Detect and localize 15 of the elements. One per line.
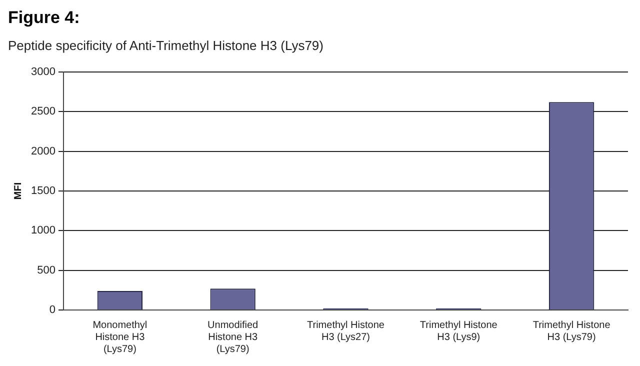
x-tick-label: Monomethyl Histone H3 (Lys79) bbox=[92, 320, 148, 355]
y-tick-label: 500 bbox=[37, 264, 56, 276]
y-tick-label: 2500 bbox=[30, 106, 56, 118]
y-tick-label: 1500 bbox=[30, 185, 56, 198]
y-tick-label: 0 bbox=[49, 304, 56, 316]
x-tick-label: Unmodified Histone H3 (Lys79) bbox=[208, 320, 258, 355]
y-tick-label: 3000 bbox=[30, 66, 56, 78]
y-tick-label: 2000 bbox=[30, 145, 56, 158]
x-tick-label: Trimethyl Histone H3 (Lys9) bbox=[420, 320, 498, 343]
y-axis-title: MFI bbox=[12, 182, 24, 200]
chart-subtitle: Peptide specificity of Anti-Trimethyl Histone H3 (Lys79) bbox=[8, 37, 324, 55]
x-tick-label: Trimethyl Histone H3 (Lys27) bbox=[307, 320, 385, 343]
x-tick-label: Trimethyl Histone H3 (Lys79) bbox=[532, 320, 611, 343]
y-tick-label: 1000 bbox=[30, 224, 56, 237]
chart-title: Figure 4: bbox=[8, 8, 81, 29]
